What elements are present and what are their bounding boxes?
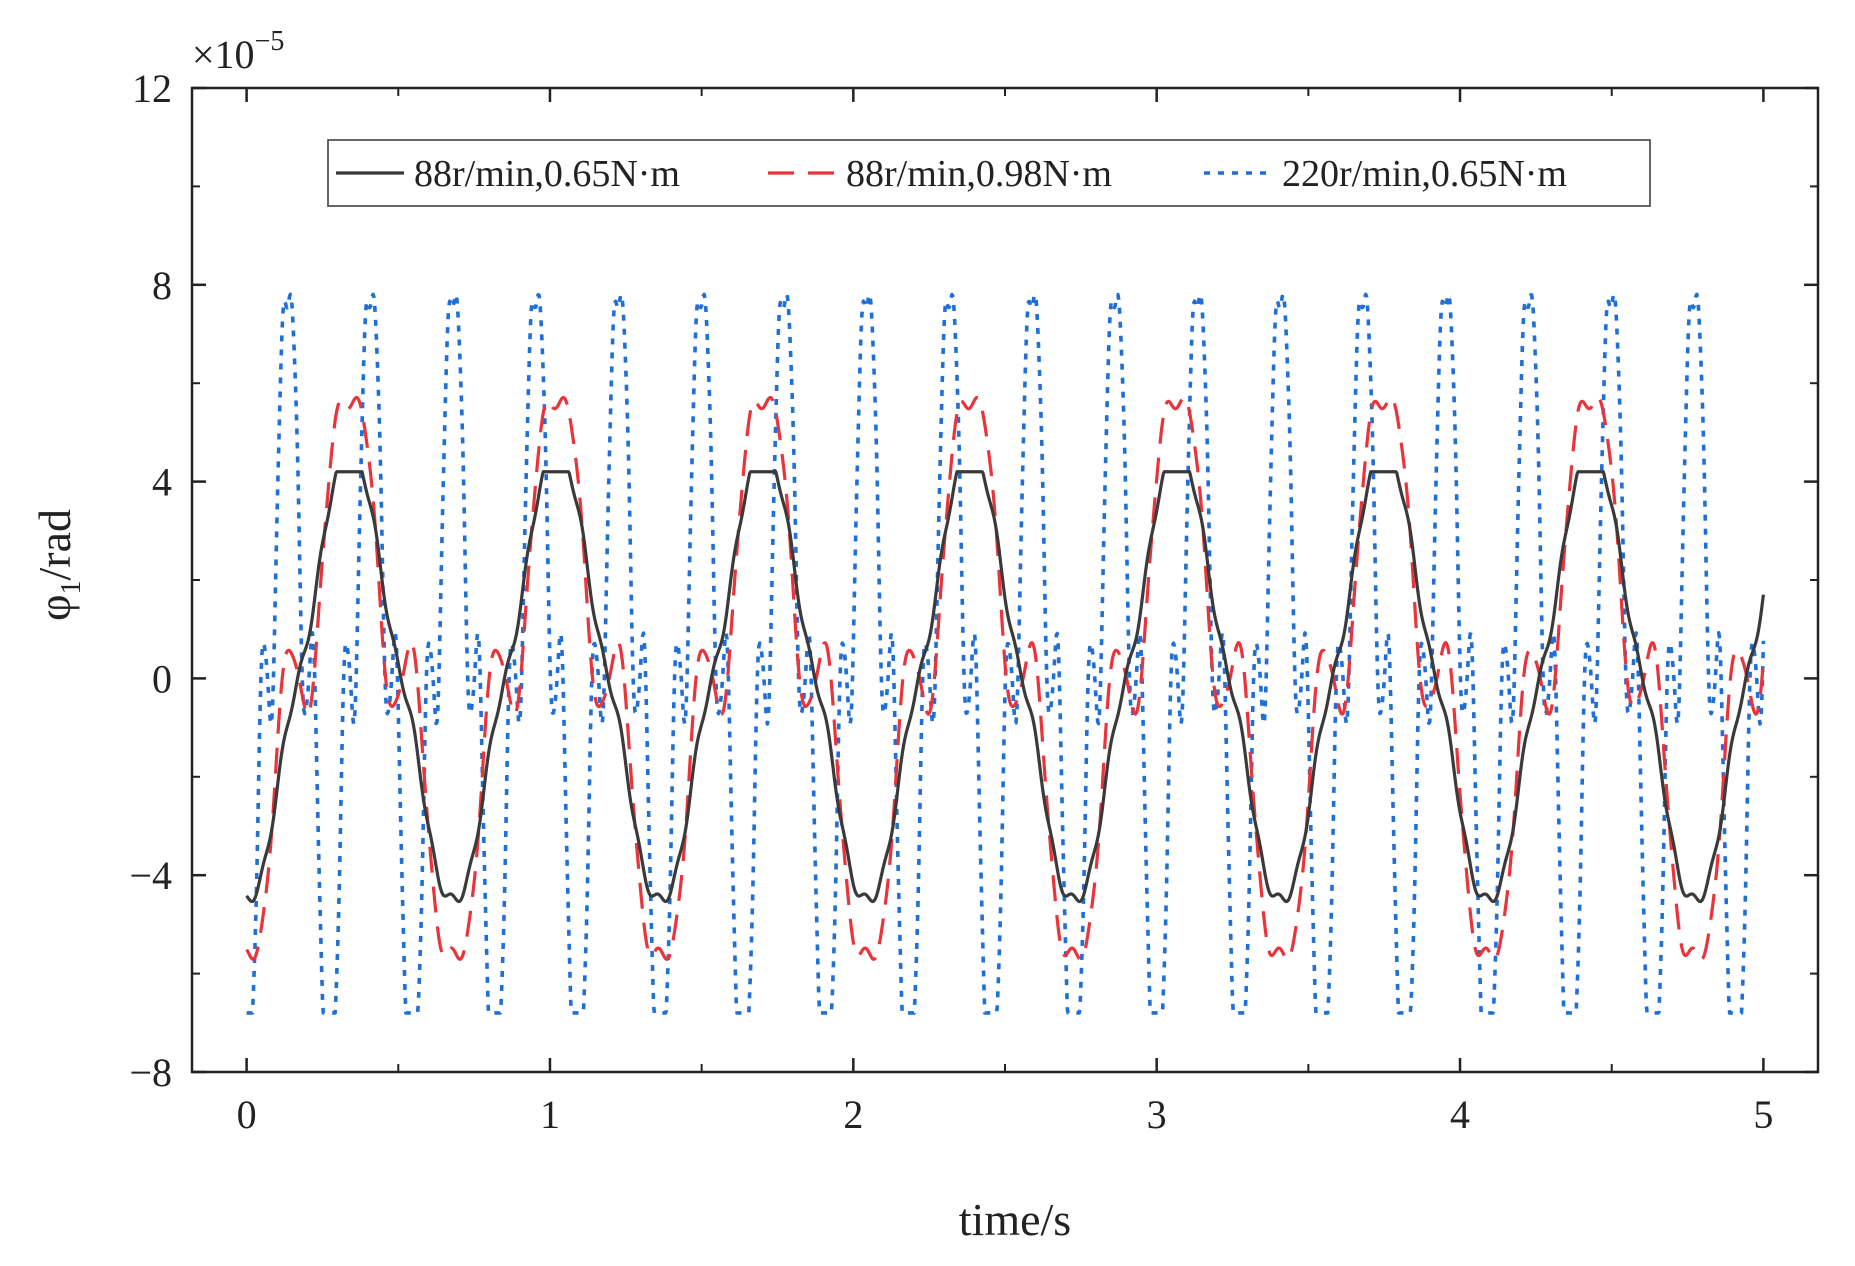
x-tick-label: 0 [237,1092,257,1137]
x-axis-label: time/s [959,1194,1071,1245]
y-axis-multiplier-exponent: −5 [255,26,285,57]
plot-background [192,88,1818,1072]
series-line-1 [245,470,1765,904]
legend-label-3: 220r/min,0.65N·m [1282,153,1567,195]
y-tick-label: 4 [152,460,172,505]
legend-box [327,139,1651,207]
x-tick-label: 1 [540,1092,560,1137]
y-tick-label: 8 [152,263,172,308]
y-tick-label: 12 [132,66,172,111]
y-axis-label-symbol: φ [29,594,80,621]
x-tick-label: 4 [1450,1092,1470,1137]
series-layer [245,292,1766,1015]
series-line-2 [245,395,1765,961]
x-tick-label: 3 [1147,1092,1167,1137]
series-line-3 [245,292,1766,1015]
y-axis-multiplier-base: ×10 [192,32,255,77]
legend-label-1: 88r/min,0.65N·m [414,153,680,195]
x-tick-label: 2 [843,1092,863,1137]
x-tick-label: 5 [1753,1092,1773,1137]
y-tick-label: −8 [129,1050,172,1095]
y-axis-label: φ1/rad [29,509,87,621]
y-tick-label: −4 [129,853,172,898]
y-axis-multiplier: ×10−5 [192,26,284,77]
legend-label-2: 88r/min,0.98N·m [846,153,1112,195]
y-tick-label: 0 [152,656,172,701]
legend: 88r/min,0.65N·m 88r/min,0.98N·m 220r/min,0… [327,139,1651,207]
plot-area [192,88,1818,1072]
labels-layer: time/s φ1/rad ×10−5 [29,26,1071,1245]
y-axis-label-unit: /rad [29,509,80,581]
y-axis-label-subscript: 1 [56,580,87,594]
